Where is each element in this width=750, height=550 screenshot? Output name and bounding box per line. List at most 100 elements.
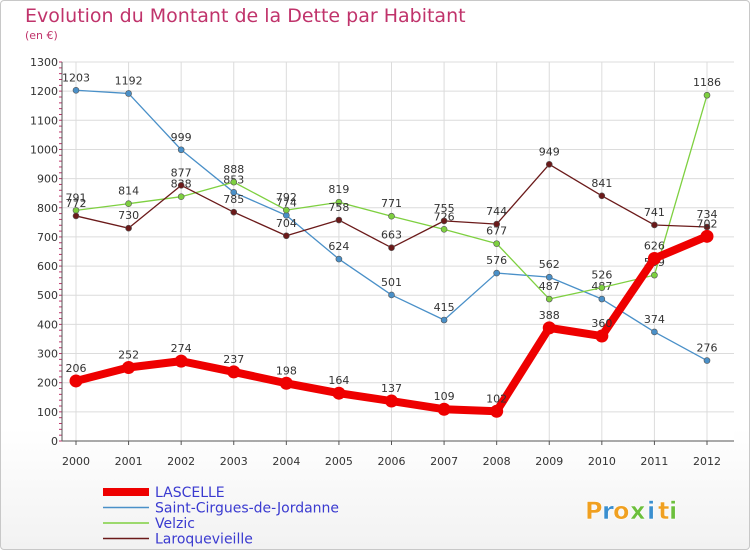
data-label: 877 [171, 166, 192, 179]
x-tick-label: 2006 [378, 455, 406, 468]
chart-subtitle: (en €) [25, 29, 58, 42]
data-label: 206 [66, 362, 87, 375]
data-label: 677 [486, 225, 507, 238]
logo-letter: t [658, 497, 669, 525]
y-tick-label: 0 [51, 435, 58, 448]
data-label: 702 [697, 217, 718, 230]
data-point [598, 295, 606, 303]
logo-letter: i [669, 497, 677, 525]
y-tick-label: 1000 [30, 143, 58, 156]
data-point [335, 255, 343, 263]
legend-label: Laroquevieille [155, 532, 253, 548]
data-point [125, 90, 132, 97]
data-label: 415 [434, 301, 455, 314]
logo-letter: x [630, 497, 646, 525]
data-point [700, 229, 714, 243]
y-tick-label: 1200 [30, 85, 58, 98]
x-tick-label: 2005 [325, 455, 353, 468]
logo-letter: r [602, 497, 614, 525]
data-label: 526 [591, 269, 612, 282]
data-point [440, 226, 448, 233]
data-label: 164 [328, 374, 349, 387]
data-point [542, 321, 556, 335]
x-tick-label: 2012 [693, 455, 721, 468]
x-tick-label: 2011 [640, 455, 668, 468]
data-label: 772 [66, 197, 87, 210]
data-point [545, 161, 553, 168]
data-point [545, 273, 553, 281]
data-label: 741 [644, 206, 665, 219]
data-label: 791 [66, 191, 87, 204]
data-point [490, 404, 504, 418]
data-label: 237 [223, 353, 244, 366]
data-point [440, 217, 448, 225]
data-point [174, 354, 188, 368]
data-point [177, 146, 185, 154]
data-point [72, 212, 80, 220]
x-tick-label: 2007 [430, 455, 458, 468]
y-tick-label: 200 [37, 377, 58, 390]
x-tick-label: 2000 [62, 455, 90, 468]
data-point [279, 376, 293, 390]
data-point [703, 357, 711, 364]
data-point [598, 284, 606, 291]
data-point [72, 86, 80, 94]
data-point [332, 386, 346, 400]
y-tick-label: 900 [37, 173, 58, 186]
y-tick-label: 800 [37, 202, 58, 215]
data-label: 274 [171, 342, 192, 355]
data-label: 562 [539, 258, 560, 271]
data-point [647, 251, 661, 265]
logo-letter: P [585, 497, 603, 525]
data-label: 576 [486, 254, 507, 267]
data-label: 663 [381, 229, 402, 242]
data-label: 744 [486, 205, 507, 218]
data-label: 360 [591, 317, 612, 330]
data-point [385, 394, 398, 408]
data-point [283, 206, 290, 214]
y-tick-label: 500 [37, 289, 58, 302]
logo-letter: i [647, 497, 655, 525]
data-point [598, 192, 606, 200]
y-tick-label: 300 [37, 348, 58, 361]
data-label: 819 [328, 183, 349, 196]
logo-letter: o [613, 497, 630, 525]
y-tick-label: 400 [37, 318, 58, 331]
legend-label: Velzic [155, 516, 195, 532]
data-point [437, 402, 451, 416]
legend-label: Saint-Cirgues-de-Jordanne [155, 501, 339, 517]
data-point [177, 193, 185, 200]
data-point [230, 208, 238, 216]
data-point [177, 182, 185, 189]
data-label: 841 [591, 177, 612, 190]
data-label: 785 [223, 193, 244, 206]
data-label: 730 [118, 209, 139, 222]
x-tick-label: 2008 [483, 455, 511, 468]
chart-title: Evolution du Montant de la Dette par Hab… [25, 5, 466, 27]
data-label: 487 [539, 280, 560, 293]
data-label: 102 [486, 392, 507, 405]
data-point [122, 361, 136, 375]
data-label: 734 [697, 208, 718, 221]
data-label: 501 [381, 276, 402, 289]
data-label: 198 [276, 364, 297, 377]
data-point [335, 216, 343, 224]
y-tick-label: 600 [37, 260, 58, 273]
data-label: 252 [118, 349, 139, 362]
data-label: 1192 [115, 74, 143, 87]
data-point [335, 198, 343, 206]
data-label: 774 [276, 196, 297, 209]
data-label: 771 [381, 197, 402, 210]
data-label: 626 [644, 239, 665, 252]
data-label: 624 [328, 240, 349, 253]
data-point [227, 365, 241, 379]
data-point [651, 271, 658, 279]
y-tick-label: 1300 [30, 56, 58, 69]
y-tick-label: 700 [37, 231, 58, 244]
data-label: 755 [434, 202, 455, 215]
data-label: 726 [434, 210, 455, 223]
data-label: 758 [328, 201, 349, 214]
data-point [493, 220, 500, 228]
x-tick-label: 2002 [167, 455, 195, 468]
